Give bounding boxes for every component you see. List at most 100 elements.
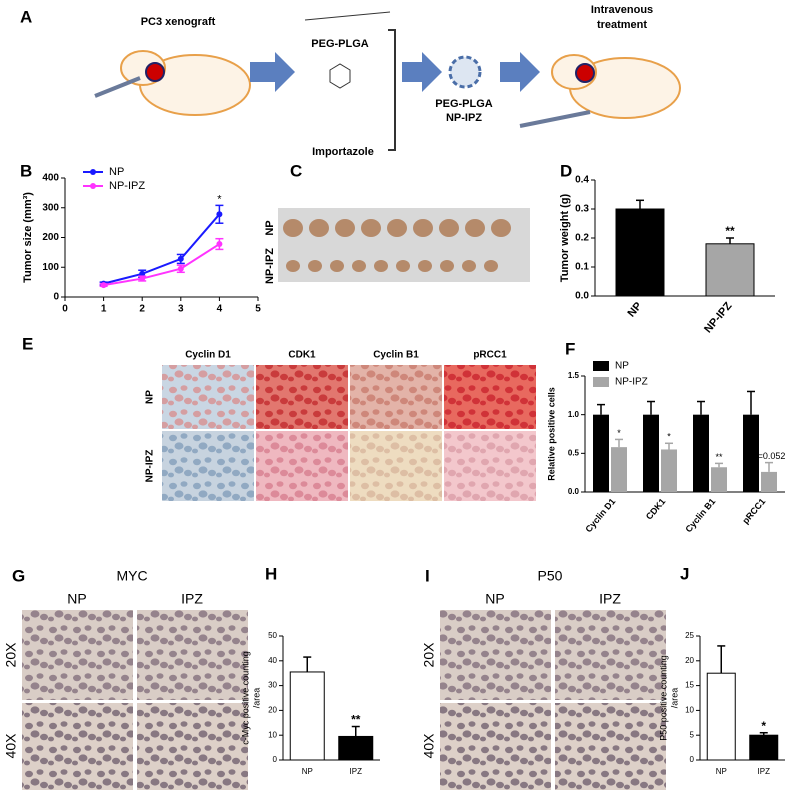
- y-tick-label: 0: [53, 292, 59, 303]
- point: [100, 282, 107, 289]
- tumor: [145, 62, 165, 82]
- y-tick-label: 0.0: [568, 487, 580, 496]
- bar: [743, 414, 759, 492]
- tumor: [335, 219, 355, 237]
- column-label: NP: [67, 591, 86, 607]
- bar: [705, 243, 755, 297]
- tumor: [361, 219, 381, 237]
- y-axis-label: /area: [251, 688, 261, 709]
- panel-letter: C: [290, 161, 302, 180]
- scheme-label: Importazole: [312, 146, 374, 158]
- arrow: [500, 52, 540, 92]
- y-tick-label: 30: [268, 681, 277, 690]
- x-tick-label: NP: [716, 767, 727, 776]
- x-tick-label: IPZ: [758, 767, 771, 776]
- micrograph: [444, 431, 536, 501]
- panel-letter: E: [22, 334, 33, 353]
- micrograph: [137, 610, 248, 700]
- panel-letter: G: [12, 566, 25, 585]
- panel-letter: H: [265, 564, 277, 583]
- structure: [329, 63, 351, 89]
- x-tick-label: IPZ: [350, 767, 363, 776]
- tumor: [286, 260, 300, 272]
- point: [216, 211, 223, 218]
- row-label: NP: [145, 390, 156, 404]
- line: [103, 213, 221, 285]
- x-tick-label: 1: [101, 304, 107, 315]
- point: [139, 270, 146, 277]
- significance: *: [217, 193, 222, 205]
- scheme-label: treatment: [597, 19, 647, 31]
- point: [139, 275, 146, 282]
- syringe: [94, 76, 141, 98]
- tumor: [484, 260, 498, 272]
- y-tick-label: 25: [685, 631, 694, 640]
- panel-letter: A: [20, 7, 32, 26]
- bar: [611, 447, 627, 492]
- scheme-label: PEG-PLGA: [435, 98, 493, 110]
- legend-marker: [90, 169, 96, 175]
- x-tick-label: NP: [302, 767, 313, 776]
- significance: **: [351, 713, 361, 727]
- panel-letter: B: [20, 161, 32, 180]
- column-label: NP: [485, 591, 504, 607]
- arrow: [402, 52, 442, 92]
- y-axis-label: Tumor weight (g): [559, 193, 571, 282]
- y-axis-label: /area: [669, 688, 679, 709]
- x-tick-label: NP: [626, 300, 645, 319]
- scheme-label: PC3 xenograft: [141, 16, 216, 28]
- nanoparticle: [448, 55, 482, 89]
- column-label: IPZ: [599, 591, 621, 607]
- tumor: [439, 219, 459, 237]
- x-tick-label: 4: [217, 304, 223, 315]
- micrograph: [440, 703, 551, 790]
- bar: [711, 467, 727, 492]
- x-tick-label: 3: [178, 304, 184, 315]
- legend-marker: [90, 183, 96, 189]
- y-tick-label: 0: [273, 755, 278, 764]
- syringe: [519, 110, 591, 128]
- x-tick-label: Cyclin D1: [583, 496, 617, 534]
- row-label: NP-IPZ: [264, 248, 276, 284]
- legend-label: NP: [615, 361, 629, 372]
- scheme-label: PEG-PLGA: [311, 38, 369, 50]
- tumor: [374, 260, 388, 272]
- legend-swatch: [593, 361, 609, 371]
- point: [216, 241, 223, 248]
- y-tick-label: 1.0: [568, 410, 580, 419]
- y-axis-label: c-Myc positive counting: [240, 651, 250, 745]
- legend-label: NP-IPZ: [615, 377, 648, 388]
- tumor: [462, 260, 476, 272]
- line: [103, 243, 220, 287]
- significance: **: [725, 224, 735, 238]
- tumor: [465, 219, 485, 237]
- column-label: IPZ: [181, 591, 203, 607]
- y-tick-label: 1.5: [568, 371, 580, 380]
- micrograph: [350, 431, 442, 501]
- bar: [661, 449, 677, 492]
- tumor: [575, 63, 595, 83]
- x-tick-label: 0: [62, 304, 68, 315]
- y-tick-label: 0.5: [568, 448, 580, 457]
- bar: [706, 672, 736, 761]
- y-tick-label: 20: [268, 706, 277, 715]
- tumor: [491, 219, 511, 237]
- y-tick-label: 50: [268, 631, 277, 640]
- row-label: 20X: [3, 642, 19, 668]
- y-tick-label: 0.1: [575, 262, 589, 273]
- y-tick-label: 0.2: [575, 233, 589, 244]
- column-label: Cyclin B1: [373, 350, 419, 361]
- tumor: [396, 260, 410, 272]
- significance: *: [617, 428, 621, 438]
- row-label: 40X: [421, 733, 437, 759]
- bracket: [388, 29, 396, 151]
- bar: [749, 734, 779, 761]
- structure: [304, 11, 391, 21]
- y-axis-label: Tumor size (mm³): [22, 192, 34, 283]
- micrograph: [137, 703, 248, 790]
- tumor: [387, 219, 407, 237]
- y-tick-label: 100: [42, 262, 59, 273]
- x-tick-label: CDK1: [644, 496, 667, 521]
- bar: [643, 414, 659, 492]
